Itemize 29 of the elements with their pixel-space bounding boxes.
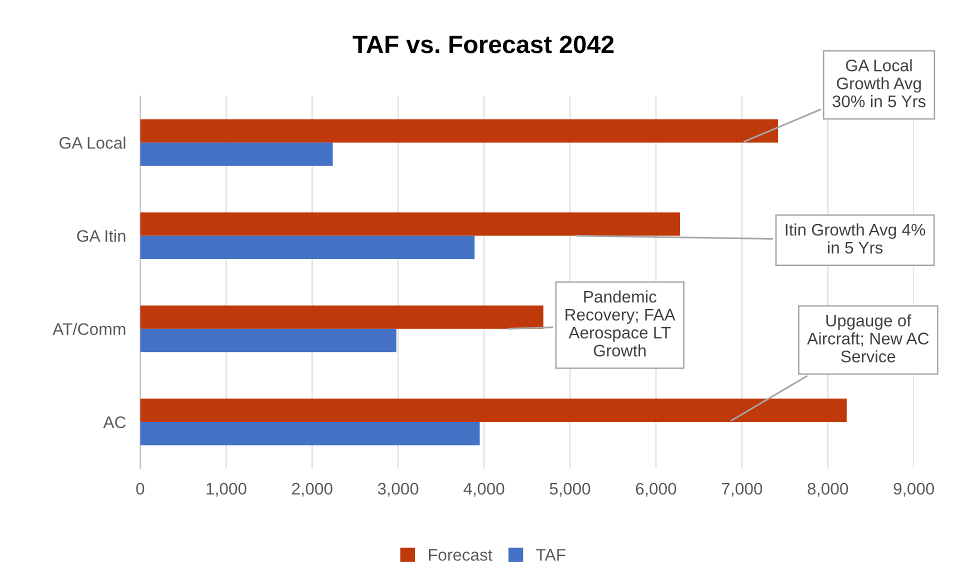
- y-tick-label: AC: [103, 416, 126, 428]
- chart-title: TAF vs. Forecast 2042: [352, 36, 614, 54]
- annotation: Itin Growth Avg 4% in 5 Yrs: [786, 223, 926, 254]
- x-tick-label: 9,000: [894, 482, 934, 497]
- x-tick-label: 0: [136, 482, 144, 495]
- bar: [140, 422, 480, 446]
- x-tick-label: 7,000: [722, 482, 762, 497]
- x-tick-label: 3,000: [378, 482, 418, 497]
- bar: [140, 306, 544, 329]
- x-tick-label: 8,000: [808, 482, 848, 497]
- x-tick-label: 2,000: [292, 482, 332, 497]
- x-tick-label: 4,000: [464, 482, 504, 497]
- x-tick-label: 5,000: [550, 482, 590, 497]
- x-tick-label: 6,000: [636, 482, 676, 497]
- legend-label: TAF: [536, 549, 566, 561]
- y-tick-label: GA Local: [60, 136, 126, 149]
- y-tick-label: GA Itin: [77, 230, 126, 242]
- y-tick-label: AT/Comm: [52, 322, 126, 336]
- legend-label: Forecast: [428, 549, 492, 561]
- bar: [140, 398, 847, 422]
- bar: [140, 142, 333, 166]
- annotation: GA Local Growth Avg 30% in 5 Yrs: [832, 59, 926, 108]
- bar: [140, 119, 778, 143]
- annotation: Pandemic Recovery; FAA Aerospace LT Growth: [566, 290, 676, 357]
- annotation: Upgauge of Aircraft; New AC Service: [807, 314, 929, 362]
- bar: [140, 328, 396, 352]
- bar: [140, 212, 680, 236]
- bar: [140, 236, 475, 259]
- x-tick-label: 1,000: [206, 482, 246, 497]
